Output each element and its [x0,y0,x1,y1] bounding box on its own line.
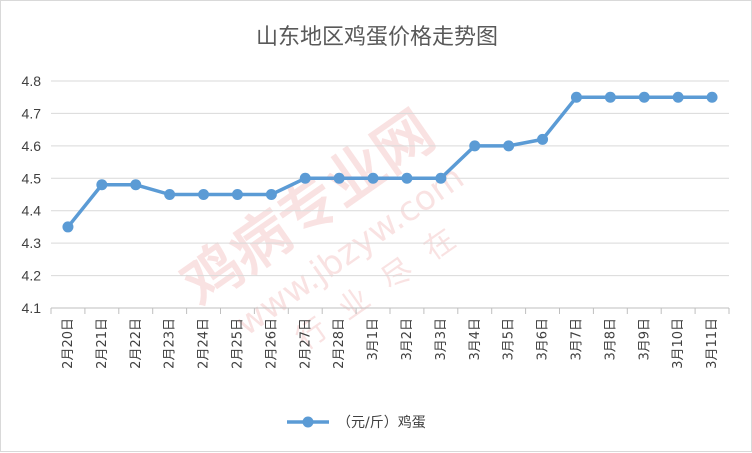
data-point [231,189,243,200]
data-point [164,189,176,200]
x-tick-label: 3月8日 [603,318,618,361]
y-tick-label: 4.1 [22,300,42,316]
data-point [299,172,311,184]
x-tick-label: 3月11日 [705,318,720,369]
y-tick-label: 4.4 [22,203,42,219]
x-tick-label: 2月24日 [197,318,212,369]
data-point [706,91,718,103]
y-tick-label: 4.8 [22,73,42,89]
series-layer [62,91,718,233]
data-point [672,91,684,103]
y-tick-label: 4.2 [22,268,42,284]
data-point [198,189,210,200]
x-tick-label: 2月22日 [129,318,144,369]
data-point [435,172,447,184]
y-tick-label: 4.7 [22,105,42,121]
chart-title: 山东地区鸡蛋价格走势图 [256,25,498,50]
data-point [604,91,616,103]
data-point [96,179,108,191]
x-tick-label: 3月3日 [434,318,449,361]
x-tick-label: 2月28日 [332,318,347,369]
legend-swatch-marker [302,416,314,428]
x-tick-label: 3月1日 [366,318,381,361]
x-tick-label: 2月25日 [230,318,245,369]
data-point [570,91,582,103]
legend: （元/斤）鸡蛋 [287,414,426,431]
data-point [638,91,650,103]
x-tick-label: 3月5日 [502,318,517,361]
x-tick-label: 2月23日 [163,318,178,369]
data-point [401,172,413,184]
y-tick-label: 4.6 [22,138,42,154]
x-tick-label: 3月9日 [637,318,652,361]
x-tick-label: 3月6日 [536,318,551,361]
y-axis-ticks: 4.1 4.2 4.3 4.4 4.5 4.6 4.7 4.8 [22,73,42,316]
y-tick-label: 4.5 [22,170,42,186]
x-tick-label: 3月4日 [468,318,483,361]
x-axis-ticks: 2月20日 2月21日 2月22日 2月23日 2月24日 2月25日 2月26日 2月27日… [61,318,720,369]
x-tick-label: 3月7日 [569,318,584,361]
data-point [130,179,142,191]
series-line [66,95,713,229]
x-tick-label: 2月27日 [298,318,313,369]
data-point [503,140,515,152]
axes [50,307,730,314]
x-tick-label: 2月20日 [61,318,76,369]
data-point [367,172,379,184]
x-tick-label: 3月10日 [671,318,686,369]
legend-label: （元/斤）鸡蛋 [337,414,426,431]
data-point [265,189,277,200]
data-point [333,172,345,184]
x-tick-label: 2月21日 [95,318,110,369]
x-tick-label: 3月2日 [400,318,415,361]
data-point [537,133,549,145]
x-tick-label: 2月26日 [264,318,279,369]
data-point [62,221,74,233]
data-point [469,140,481,152]
y-tick-label: 4.3 [22,235,42,251]
